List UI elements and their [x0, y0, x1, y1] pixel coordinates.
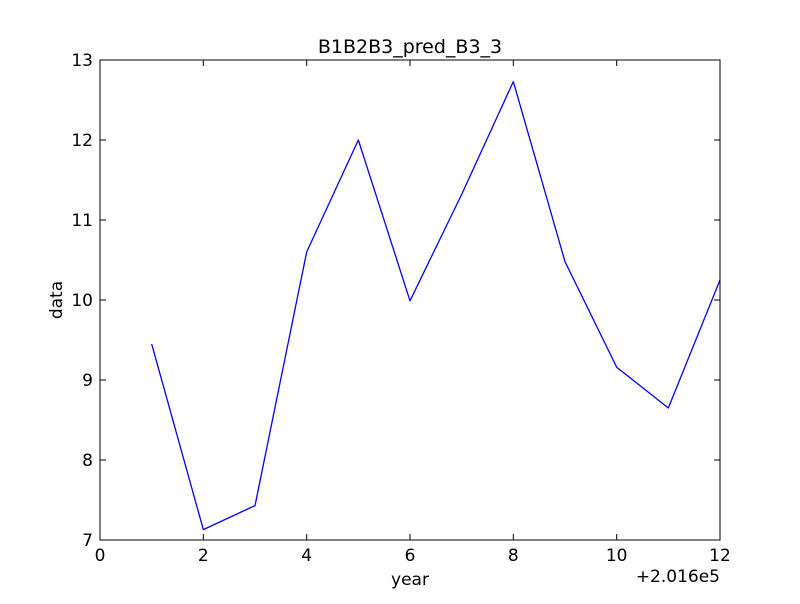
y-tick-label: 7	[82, 531, 93, 551]
x-tick-label: 0	[95, 546, 106, 566]
x-axis-offset-label: +2.016e5	[636, 567, 720, 587]
x-axis-label: year	[391, 570, 429, 590]
y-axis-ticks: 7 8 9 10 11 12 13	[71, 51, 720, 551]
y-tick-label: 9	[82, 371, 93, 391]
y-axis-label: data	[47, 281, 67, 319]
x-tick-label: 10	[606, 546, 628, 566]
y-tick-label: 8	[82, 451, 93, 471]
y-tick-label: 12	[71, 131, 93, 151]
x-tick-label: 6	[405, 546, 416, 566]
x-tick-label: 12	[709, 546, 731, 566]
x-tick-label: 4	[301, 546, 312, 566]
plot-area	[151, 80, 721, 531]
chart-title: B1B2B3_pred_B3_3	[318, 36, 502, 58]
y-tick-label: 13	[71, 51, 93, 71]
x-tick-label: 2	[198, 546, 209, 566]
x-tick-label: 8	[508, 546, 519, 566]
x-axis-ticks: 0 2 4 6 8 10 12	[95, 60, 731, 566]
series-line	[151, 80, 721, 531]
y-tick-label: 10	[71, 291, 93, 311]
y-tick-label: 11	[71, 211, 93, 231]
plot-frame	[99, 59, 721, 541]
